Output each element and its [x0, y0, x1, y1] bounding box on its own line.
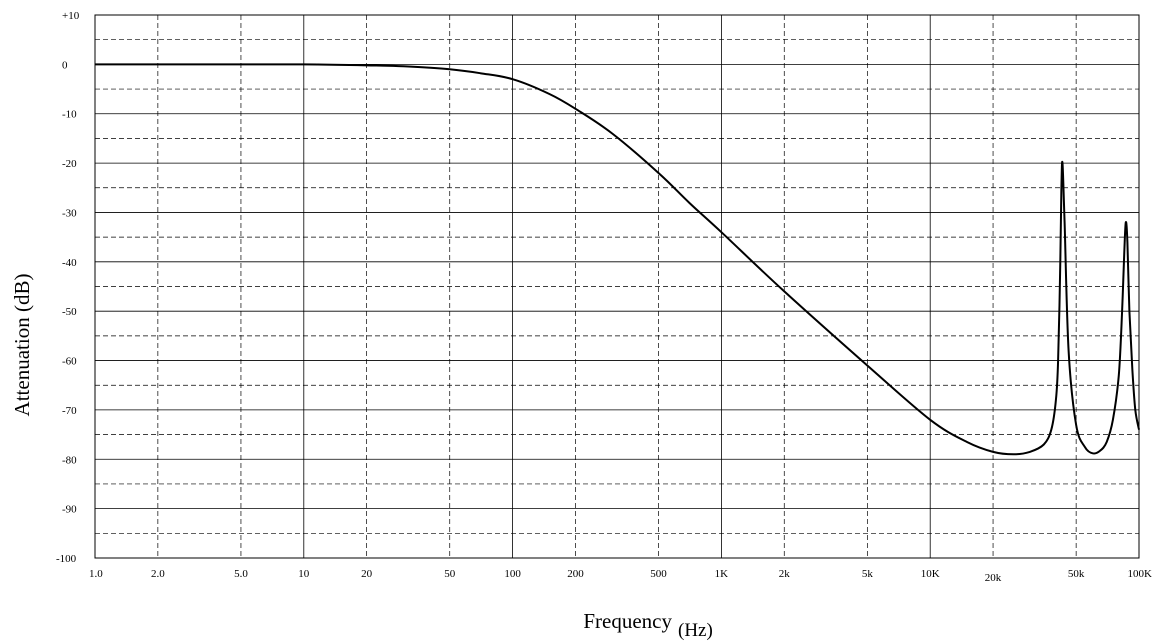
y-tick-label: -50: [62, 306, 77, 318]
x-tick-label: 100K: [1128, 568, 1153, 580]
x-tick-label: 10: [298, 568, 310, 580]
y-tick-label: -20: [62, 158, 77, 170]
x-tick-label: 2.0: [151, 568, 165, 580]
y-tick-label: -40: [62, 257, 77, 269]
x-tick-labels: 1.0 2.0 5.0 10 20 50 100 200 500 1K 2k 5k 10K 20k 50k 1…: [89, 568, 1152, 584]
y-tick-labels: +10 0 -10 -20 -30 -40 -50 -60 -70 -80 -90 -100: [56, 10, 80, 565]
x-tick-label: 1.0: [89, 568, 103, 580]
y-tick-label: -80: [62, 454, 77, 466]
x-tick-label: 50k: [1068, 568, 1085, 580]
y-tick-label: -30: [62, 207, 77, 219]
y-tick-label: 0: [62, 59, 68, 71]
plot-frame: [94, 14, 1140, 559]
y-tick-label: -90: [62, 504, 77, 516]
grid: [94, 14, 1140, 559]
y-tick-label: -60: [62, 356, 77, 368]
y-tick-label: -70: [62, 405, 77, 417]
x-tick-label: 50: [444, 568, 456, 580]
x-tick-label: 100: [504, 568, 521, 580]
x-tick-label: 5.0: [234, 568, 248, 580]
x-tick-label: 10K: [921, 568, 940, 580]
x-axis-title: Frequency: [583, 609, 672, 633]
x-tick-label: 20k: [985, 572, 1002, 584]
x-tick-label: 500: [650, 568, 667, 580]
x-tick-label: 20: [361, 568, 373, 580]
curve-layer: [95, 63, 1140, 456]
x-tick-label: 5k: [862, 568, 874, 580]
y-tick-label: +10: [62, 10, 80, 22]
x-axis-unit: (Hz): [678, 620, 713, 641]
x-tick-label: 1K: [715, 568, 729, 580]
x-tick-label: 2k: [779, 568, 791, 580]
y-tick-label: -10: [62, 109, 77, 121]
y-tick-label: -100: [56, 553, 77, 565]
series-line: [95, 63, 1140, 456]
y-axis-title: Attenuation (dB): [10, 274, 34, 417]
x-tick-label: 200: [567, 568, 584, 580]
